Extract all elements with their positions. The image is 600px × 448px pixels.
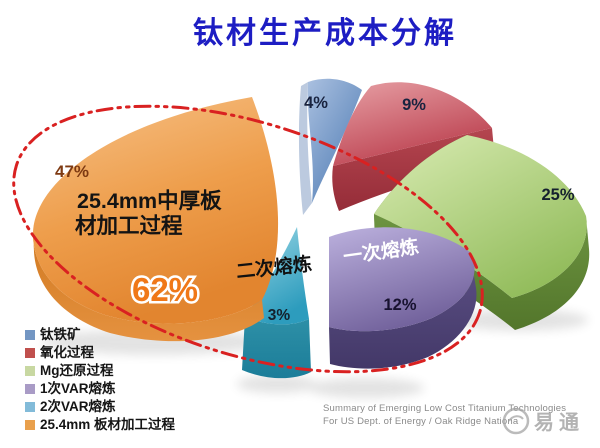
legend-swatch [25,366,35,376]
watermark: 易通 [500,404,584,436]
legend-label: 2次VAR熔炼 [40,399,116,414]
legend-label: Mg还原过程 [40,363,114,378]
slice-top-face [333,82,492,166]
slice-titanium-ore [298,78,362,215]
legend-label: 钛铁矿 [40,327,81,342]
slice-side-face [32,232,265,342]
highlight-dashed-ellipse [12,104,484,374]
slice-top-face [307,78,362,203]
label-pct-var2: 3% [268,307,291,324]
slice-plate-processing [32,97,279,342]
slice-var1-melt [329,227,477,369]
slice-side-face [298,82,312,215]
slice-top-face [329,227,475,332]
slice-side-face [329,252,477,369]
watermark-logo-icon [502,407,530,435]
label-pct-plate: 47% [55,162,89,181]
label-pct-mg: 25% [541,186,574,204]
watermark-text: 易通 [534,411,584,434]
legend-item: 25.4mm 板材加工过程 [25,418,175,432]
source-note: Summary of Emerging Low Cost Titanium Te… [323,402,593,428]
group-total-label: 62% [132,271,198,308]
legend-swatch [25,330,35,340]
label-pct-ore: 4% [304,94,328,112]
legend-swatch [25,420,35,430]
source-line-1: Summary of Emerging Low Cost Titanium Te… [323,403,567,414]
legend-label: 1次VAR熔炼 [40,381,116,396]
page-title: 钛材生产成本分解 [193,17,457,50]
legend-label: 25.4mm 板材加工过程 [40,417,176,432]
slice-top-face [374,135,587,298]
legend-item: 氧化过程 [25,346,175,360]
legend-item: 1次VAR熔炼 [25,382,175,396]
legend-swatch [25,402,35,412]
source-line-2: For US Dept. of Energy / Oak Ridge Natio… [323,416,519,427]
legend-swatch [25,348,35,358]
legend-swatch [25,384,35,394]
legend-label: 氧化过程 [40,345,94,360]
label-pct-oxidation: 9% [402,96,426,114]
legend-item: 钛铁矿 [25,328,175,342]
legend-item: 2次VAR熔炼 [25,400,175,414]
plate-note-line2: 材加工过程 [75,214,183,238]
slice-top-face [32,97,279,324]
legend-item: Mg还原过程 [25,364,175,378]
legend: 钛铁矿 氧化过程 Mg还原过程 1次VAR熔炼 2次VAR熔炼 25.4mm 板… [25,328,175,432]
plate-note-line1: 25.4mm中厚板 [77,189,222,213]
label-pct-var1: 12% [383,296,416,314]
